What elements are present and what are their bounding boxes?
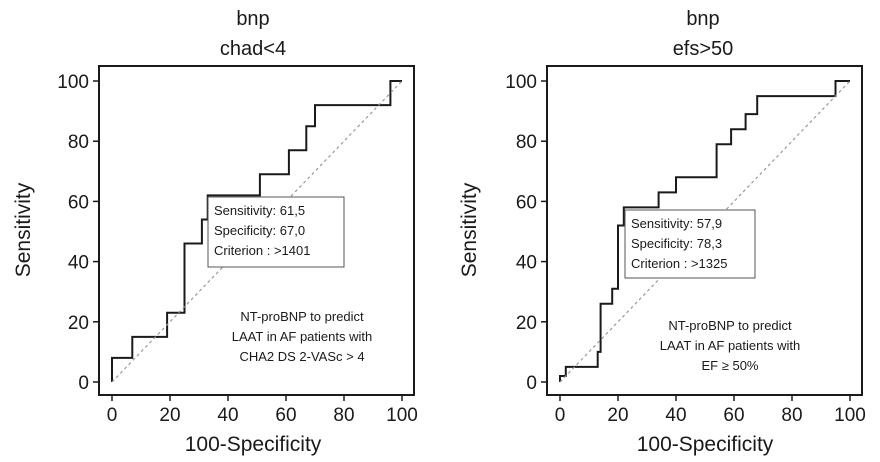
y-tick-label: 80 (68, 132, 89, 153)
y-tick-label: 20 (68, 313, 89, 334)
y-axis-title: Sensitivity (12, 182, 35, 277)
x-tick-label: 100 (386, 405, 418, 426)
annotation-line: LAAT in AF patients with (660, 338, 800, 353)
criterion-box-line: Specificity: 78,3 (631, 236, 722, 251)
x-tick-label: 20 (159, 405, 180, 426)
roc-curve-line (559, 80, 850, 382)
x-tick-label: 0 (555, 405, 566, 426)
criterion-box-line: Criterion : >1325 (631, 256, 727, 271)
criterion-box (624, 209, 756, 279)
chart-title-line: chad<4 (220, 38, 286, 60)
y-tick-label: 40 (516, 253, 537, 274)
chart-title-line: bnp (236, 8, 269, 30)
annotation-line: EF ≥ 50% (702, 358, 759, 373)
criterion-box-line: Specificity: 67,0 (214, 223, 305, 238)
y-tick-label: 0 (526, 373, 537, 394)
annotation-line: CHA2 DS 2-VASc > 4 (239, 349, 364, 364)
chart-panel: bnp efs>50 0 20 40 60 80 100 0 20 40 60 80 100 100-Spe… (458, 8, 866, 456)
annotation-line: LAAT in AF patients with (232, 329, 372, 344)
chart-title-line: bnp (686, 8, 719, 30)
x-tick-label: 60 (723, 405, 744, 426)
x-tick-label: 100 (834, 405, 866, 426)
y-tick-label: 80 (516, 132, 537, 153)
reference-diagonal-line (111, 80, 403, 383)
x-axis-title: 100-Specificity (185, 433, 322, 456)
y-tick-label: 20 (516, 313, 537, 334)
y-axis-title: Sensitivity (458, 182, 481, 277)
annotation-line: NT-proBNP to predict (668, 318, 792, 333)
y-tick-label: 40 (68, 253, 89, 274)
reference-diagonal-line (559, 80, 851, 383)
x-tick-label: 40 (665, 405, 686, 426)
criterion-box-line: Criterion : >1401 (214, 243, 310, 258)
criterion-box-line: Sensitivity: 61,5 (214, 203, 305, 218)
criterion-box (207, 196, 345, 268)
y-tick-label: 60 (68, 192, 89, 213)
x-tick-label: 40 (217, 405, 238, 426)
x-tick-label: 80 (781, 405, 802, 426)
x-tick-label: 20 (607, 405, 628, 426)
criterion-box-line: Sensitivity: 57,9 (631, 216, 722, 231)
chart-title-line: efs>50 (673, 38, 734, 60)
y-tick-label: 60 (516, 192, 537, 213)
x-axis-title: 100-Specificity (637, 433, 774, 456)
annotation-line: NT-proBNP to predict (240, 309, 364, 324)
x-tick-label: 80 (333, 405, 354, 426)
plot-frame (546, 65, 863, 396)
chart-panel: bnp chad<4 0 20 40 60 80 100 0 20 40 60 80 100 100-Spe… (12, 8, 418, 456)
y-tick-label: 100 (57, 72, 89, 93)
x-tick-label: 60 (275, 405, 296, 426)
x-tick-label: 0 (107, 405, 118, 426)
plot-frame (98, 65, 415, 396)
y-tick-label: 0 (78, 373, 89, 394)
y-tick-label: 100 (505, 72, 537, 93)
